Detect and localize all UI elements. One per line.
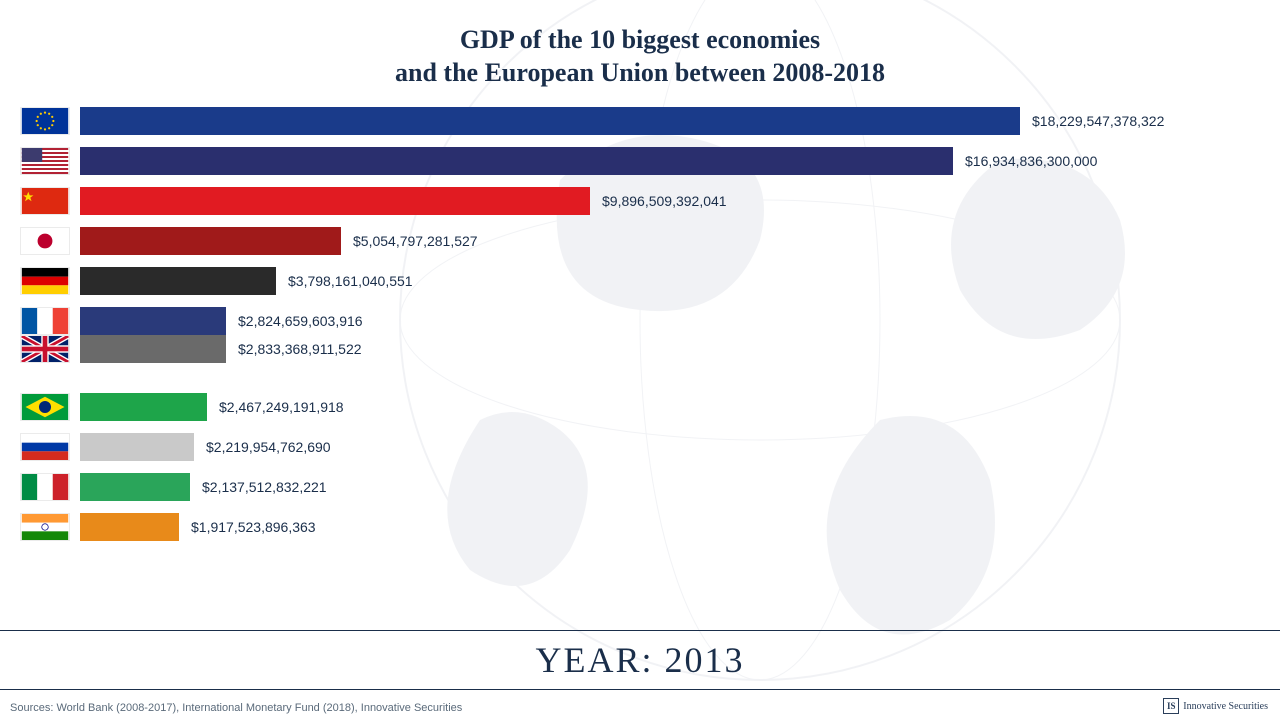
bar-br	[80, 393, 207, 421]
bar-cn	[80, 187, 590, 215]
brand-badge: IS Innovative Securities	[1163, 698, 1268, 714]
sources-text: Sources: World Bank (2008-2017), Interna…	[10, 702, 462, 714]
flag-icon-fr	[20, 307, 70, 335]
bar-ru	[80, 433, 194, 461]
year-indicator: YEAR: 2013	[0, 630, 1280, 690]
chart-title: GDP of the 10 biggest economies and the …	[0, 0, 1280, 107]
bar-row-de: $3,798,161,040,551	[20, 267, 1280, 295]
bar-row-cn: $9,896,509,392,041	[20, 187, 1280, 215]
value-label-cn: $9,896,509,392,041	[602, 193, 727, 209]
bar-row-ru: $2,219,954,762,690	[20, 433, 1280, 461]
flag-icon-ru	[20, 433, 70, 461]
gdp-bar-chart: $18,229,547,378,322 $16,934,836,300,000 $9…	[0, 107, 1280, 541]
title-line-2: and the European Union between 2008-2018	[0, 57, 1280, 90]
bar-row-jp: $5,054,797,281,527	[20, 227, 1280, 255]
value-label-de: $3,798,161,040,551	[288, 273, 413, 289]
flag-icon-cn	[20, 187, 70, 215]
value-label-ru: $2,219,954,762,690	[206, 439, 331, 455]
brand-logo-icon: IS	[1163, 698, 1179, 714]
flag-icon-de	[20, 267, 70, 295]
bar-row-fr: $2,824,659,603,916	[20, 307, 1280, 335]
value-label-it: $2,137,512,832,221	[202, 479, 327, 495]
bar-jp	[80, 227, 341, 255]
flag-icon-in	[20, 513, 70, 541]
value-label-uk: $2,833,368,911,522	[238, 341, 362, 357]
value-label-jp: $5,054,797,281,527	[353, 233, 478, 249]
brand-name: Innovative Securities	[1183, 701, 1268, 712]
title-line-1: GDP of the 10 biggest economies	[0, 24, 1280, 57]
year-prefix: YEAR:	[536, 640, 665, 680]
value-label-eu: $18,229,547,378,322	[1032, 113, 1164, 129]
value-label-in: $1,917,523,896,363	[191, 519, 316, 535]
bar-fr	[80, 307, 226, 335]
bar-in	[80, 513, 179, 541]
flag-icon-uk	[20, 335, 70, 363]
bar-row-in: $1,917,523,896,363	[20, 513, 1280, 541]
bar-de	[80, 267, 276, 295]
flag-icon-it	[20, 473, 70, 501]
flag-icon-jp	[20, 227, 70, 255]
bar-row-uk: $2,833,368,911,522	[20, 335, 1280, 363]
bar-row-us: $16,934,836,300,000	[20, 147, 1280, 175]
flag-icon-eu	[20, 107, 70, 135]
bar-row-it: $2,137,512,832,221	[20, 473, 1280, 501]
bar-eu	[80, 107, 1020, 135]
value-label-br: $2,467,249,191,918	[219, 399, 344, 415]
bar-us	[80, 147, 953, 175]
flag-icon-us	[20, 147, 70, 175]
bar-uk	[80, 335, 226, 363]
bar-row-eu: $18,229,547,378,322	[20, 107, 1280, 135]
bar-row-br: $2,467,249,191,918	[20, 393, 1280, 421]
value-label-fr: $2,824,659,603,916	[238, 313, 363, 329]
year-value: 2013	[665, 640, 745, 680]
value-label-us: $16,934,836,300,000	[965, 153, 1097, 169]
bar-it	[80, 473, 190, 501]
flag-icon-br	[20, 393, 70, 421]
